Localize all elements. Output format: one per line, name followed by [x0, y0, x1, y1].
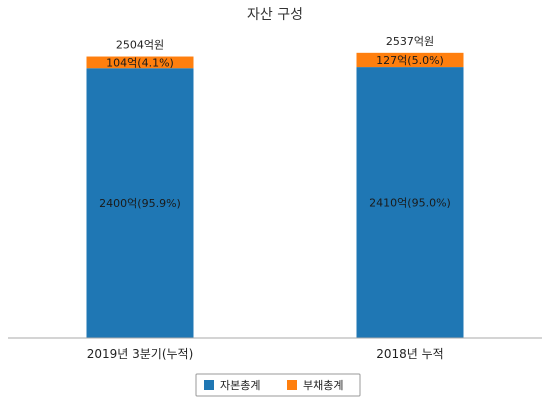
data-label-liabilities-1: 104억(4.1%)	[106, 56, 174, 69]
bars-group: 2400억(95.9%) 104억(4.1%) 2504억원 2410억(95.0%)…	[86, 35, 464, 339]
legend-label-liabilities: 부채총계	[303, 379, 343, 392]
legend: 자본총계 부채총계	[195, 373, 361, 397]
legend-box	[195, 373, 361, 397]
data-label-equity-1: 2400억(95.9%)	[99, 197, 181, 210]
legend-swatch-equity	[204, 380, 214, 390]
legend-label-equity: 자본총계	[220, 379, 260, 392]
data-label-liabilities-2: 127억(5.0%)	[376, 54, 444, 67]
bar-segment-liabilities-1	[86, 56, 194, 69]
bar-segment-liabilities-2	[356, 52, 464, 68]
category-label-1: 2019년 3분기(누적)	[87, 347, 194, 361]
bar-segment-equity-2	[356, 67, 464, 339]
bar-segment-equity-1	[86, 68, 194, 338]
data-label-equity-2: 2410억(95.0%)	[369, 197, 451, 210]
category-label-2: 2018년 누적	[376, 347, 443, 361]
total-label-2: 2537억원	[386, 35, 434, 48]
total-label-1: 2504억원	[116, 39, 164, 52]
category-labels: 2019년 3분기(누적) 2018년 누적	[87, 347, 444, 361]
chart-title: 자산 구성	[247, 7, 303, 23]
legend-swatch-liabilities	[287, 380, 297, 390]
